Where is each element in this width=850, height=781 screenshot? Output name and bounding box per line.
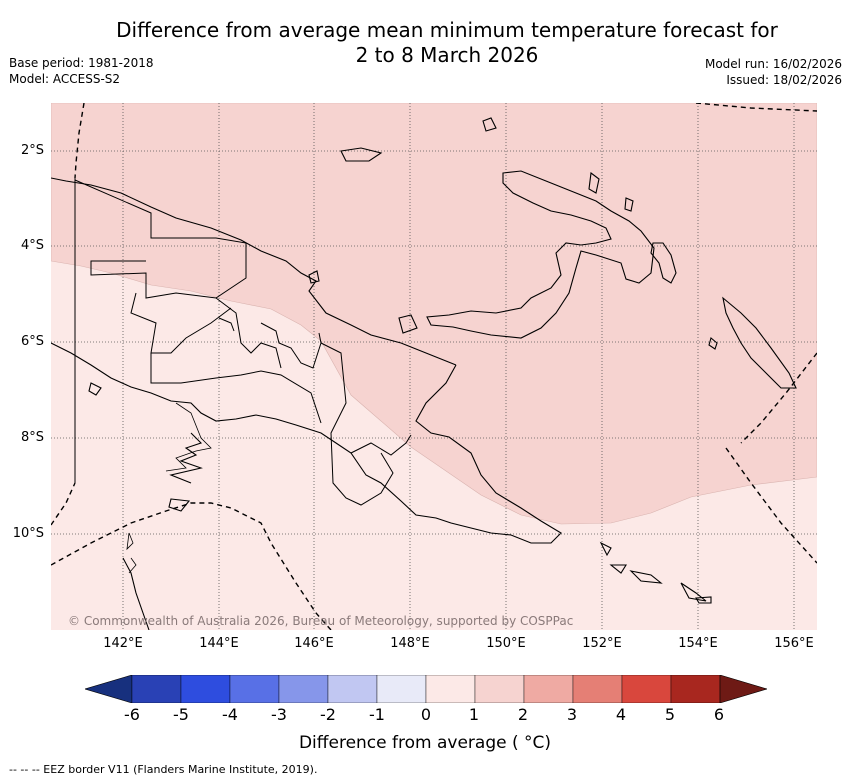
colorbar-tick: 5 (664, 705, 676, 724)
map-panel: © Commonwealth of Australia 2026, Bureau… (51, 103, 817, 630)
colorbar-cell (278, 675, 329, 703)
eez-footnote: -- -- -- EEZ border V11 (Flanders Marine… (9, 763, 318, 776)
colorbar-tick: 0 (420, 705, 432, 724)
model-name: Model: ACCESS-S2 (9, 72, 121, 86)
colorbar-tick: -1 (369, 705, 385, 724)
colorbar (85, 675, 767, 703)
colorbar-cell (670, 675, 721, 703)
lat-tick-6s: 6°S (20, 334, 44, 349)
lat-tick-4s: 4°S (20, 238, 44, 253)
provincial-boundaries (74, 178, 412, 506)
graticule (51, 103, 817, 630)
colorbar-tick: -2 (320, 705, 336, 724)
lon-tick-154e: 154°E (678, 636, 718, 651)
colorbar-cell (474, 675, 525, 703)
colorbar-cell (425, 675, 476, 703)
issued-date: Issued: 18/02/2026 (726, 73, 842, 87)
colorbar-tick: 3 (566, 705, 578, 724)
map-svg (51, 103, 817, 630)
meta-right: Model run: 16/02/2026 Issued: 18/02/2026 (705, 56, 842, 88)
lon-tick-144e: 144°E (199, 636, 239, 651)
lat-tick-2s: 2°S (20, 143, 44, 158)
colorbar-cell (621, 675, 672, 703)
lon-tick-148e: 148°E (390, 636, 430, 651)
lon-tick-152e: 152°E (582, 636, 622, 651)
colorbar-cell (327, 675, 378, 703)
copyright-note: © Commonwealth of Australia 2026, Bureau… (68, 614, 574, 628)
colorbar-tick: -4 (222, 705, 238, 724)
lon-tick-146e: 146°E (294, 636, 334, 651)
title-line-2: 2 to 8 March 2026 (355, 43, 539, 67)
colorbar-cells (131, 675, 721, 703)
base-period: Base period: 1981-2018 (9, 56, 154, 70)
eez-borders (51, 103, 817, 630)
colorbar-cell (572, 675, 623, 703)
title-line-1: Difference from average mean minimum tem… (116, 18, 778, 42)
colorbar-tick: 4 (615, 705, 627, 724)
colorbar-arrow-low (85, 675, 133, 703)
map-title: Difference from average mean minimum tem… (92, 18, 802, 68)
meta-left: Base period: 1981-2018 Model: ACCESS-S2 (9, 55, 154, 87)
lon-tick-142e: 142°E (103, 636, 143, 651)
lon-tick-150e: 150°E (486, 636, 526, 651)
coastlines (51, 117, 797, 630)
colorbar-cell (131, 675, 182, 703)
colorbar-tick: -3 (271, 705, 287, 724)
lat-tick-8s: 8°S (20, 430, 44, 445)
colorbar-cell (376, 675, 427, 703)
colorbar-tick: 2 (517, 705, 529, 724)
colorbar-tick: -5 (173, 705, 189, 724)
colorbar-arrow-high (719, 675, 767, 703)
colorbar-cell (523, 675, 574, 703)
lon-tick-156e: 156°E (774, 636, 814, 651)
colorbar-cell (180, 675, 231, 703)
model-run: Model run: 16/02/2026 (704, 57, 842, 71)
lat-tick-10s: 10°S (12, 526, 44, 541)
colorbar-tick: -6 (124, 705, 140, 724)
islands-west (126, 402, 212, 574)
colorbar-tick: 6 (713, 705, 725, 724)
colorbar-cell (229, 675, 280, 703)
colorbar-tick: 1 (468, 705, 480, 724)
colorbar-label: Difference from average ( °C) (298, 733, 552, 753)
